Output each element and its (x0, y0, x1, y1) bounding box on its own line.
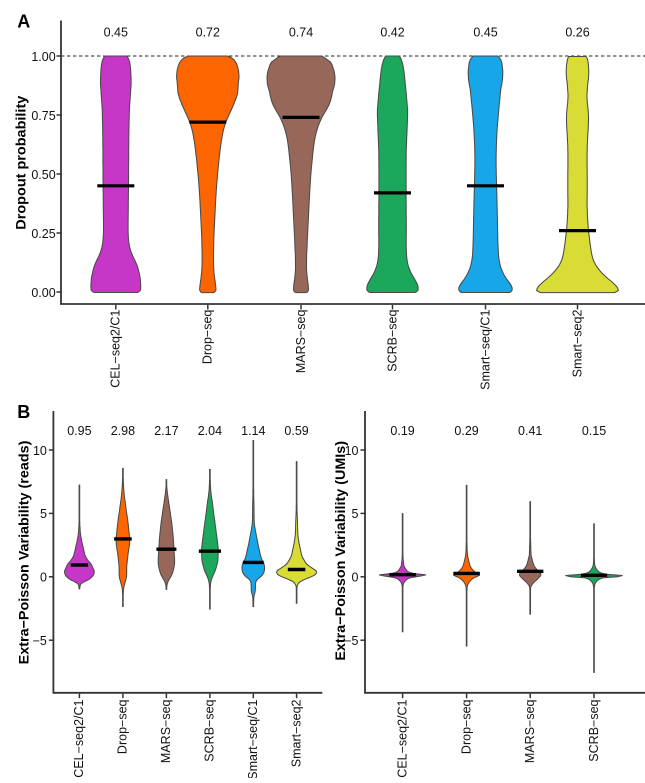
svg-text:0.25: 0.25 (31, 227, 55, 241)
svg-text:Drop−seq: Drop−seq (459, 699, 473, 754)
svg-text:0.15: 0.15 (582, 424, 606, 438)
svg-text:0.26: 0.26 (565, 26, 589, 40)
svg-text:2.17: 2.17 (154, 424, 178, 438)
svg-text:0.59: 0.59 (284, 424, 308, 438)
svg-text:Drop−seq: Drop−seq (201, 310, 215, 365)
svg-text:SCRB−seq: SCRB−seq (385, 310, 399, 372)
svg-text:A: A (17, 11, 30, 31)
svg-text:0.41: 0.41 (518, 424, 542, 438)
svg-text:5: 5 (40, 507, 47, 521)
svg-text:0.74: 0.74 (289, 26, 313, 40)
svg-text:Extra−Poisson Variability (UMI: Extra−Poisson Variability (UMIs) (332, 441, 348, 661)
svg-text:Smart−seq/C1: Smart−seq/C1 (478, 310, 492, 390)
svg-text:SCRB−seq: SCRB−seq (203, 699, 217, 761)
svg-text:1.00: 1.00 (31, 50, 55, 64)
svg-text:CEL−seq2/C1: CEL−seq2/C1 (109, 310, 123, 388)
svg-text:−5: −5 (33, 634, 47, 648)
svg-text:MARS−seq: MARS−seq (294, 310, 308, 374)
svg-text:0: 0 (352, 571, 359, 585)
svg-text:Smart−seq2: Smart−seq2 (570, 310, 584, 378)
svg-text:10: 10 (33, 444, 47, 458)
svg-text:0.00: 0.00 (31, 286, 55, 300)
svg-text:0.45: 0.45 (473, 26, 497, 40)
svg-text:2.04: 2.04 (198, 424, 222, 438)
svg-text:CEL−seq2/C1: CEL−seq2/C1 (72, 699, 86, 777)
svg-text:0.72: 0.72 (196, 26, 220, 40)
svg-text:0.19: 0.19 (390, 424, 414, 438)
svg-text:0.45: 0.45 (104, 26, 128, 40)
svg-text:Extra−Poisson Variability (rea: Extra−Poisson Variability (reads) (15, 441, 31, 665)
svg-text:MARS−seq: MARS−seq (159, 699, 173, 763)
svg-text:−5: −5 (344, 634, 358, 648)
svg-text:0.50: 0.50 (31, 168, 55, 182)
svg-text:2.98: 2.98 (111, 424, 135, 438)
svg-text:SCRB−seq: SCRB−seq (587, 699, 601, 761)
svg-text:0.95: 0.95 (67, 424, 91, 438)
svg-text:CEL−seq2/C1: CEL−seq2/C1 (395, 699, 409, 777)
svg-text:0.75: 0.75 (31, 109, 55, 123)
svg-text:10: 10 (345, 444, 359, 458)
svg-text:B: B (17, 402, 30, 422)
svg-text:0.42: 0.42 (380, 26, 404, 40)
svg-text:Smart−seq2: Smart−seq2 (289, 699, 303, 767)
svg-text:0: 0 (40, 571, 47, 585)
svg-text:Drop−seq: Drop−seq (116, 699, 130, 754)
svg-text:MARS−seq: MARS−seq (523, 699, 537, 763)
svg-text:1.14: 1.14 (241, 424, 265, 438)
svg-text:5: 5 (352, 507, 359, 521)
svg-text:Smart−seq/C1: Smart−seq/C1 (246, 699, 260, 778)
svg-text:Dropout probability: Dropout probability (13, 95, 29, 229)
svg-text:0.29: 0.29 (454, 424, 478, 438)
